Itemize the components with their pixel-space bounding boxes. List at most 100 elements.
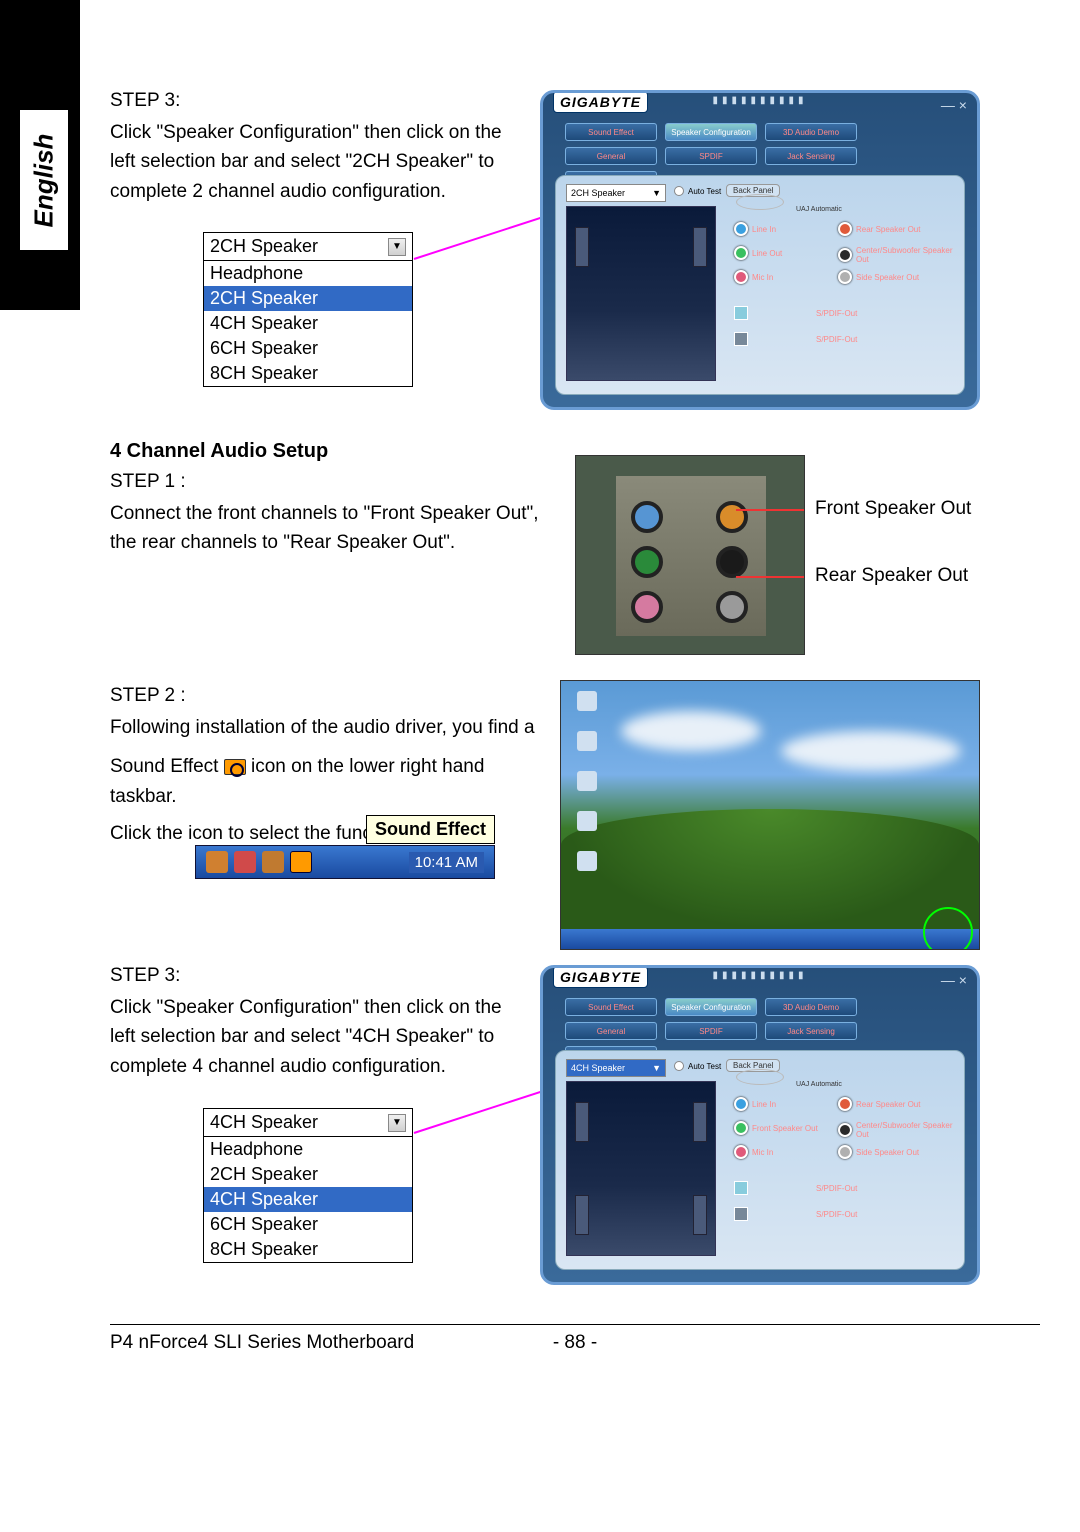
desktop-icon[interactable]: [571, 691, 603, 711]
jack-dot-icon: [838, 1097, 852, 1111]
tab-jack-sensing[interactable]: Jack Sensing: [765, 147, 857, 165]
speaker-icon: [693, 227, 707, 267]
tab-general[interactable]: General: [565, 1022, 657, 1040]
tab-sound-effect[interactable]: Sound Effect: [565, 123, 657, 141]
jack-frontout: Front Speaker Out: [734, 1121, 818, 1135]
spdif-icon: [734, 1181, 748, 1195]
uaj-oval: [736, 194, 784, 210]
tab-3d-audio[interactable]: 3D Audio Demo: [765, 123, 857, 141]
speaker-select[interactable]: 4CH Speaker ▼: [566, 1059, 666, 1077]
dropdown-opt[interactable]: 6CH Speaker: [204, 336, 412, 361]
speaker-select-value: 4CH Speaker: [571, 1063, 625, 1073]
dropdown-opt[interactable]: 4CH Speaker: [204, 311, 412, 336]
panel-body: 4CH Speaker ▼ Auto Test Back Panel UAJ A…: [555, 1050, 965, 1270]
tab-jack-sensing[interactable]: Jack Sensing: [765, 1022, 857, 1040]
jack-center: Center/Subwoofer Speaker Out: [838, 246, 966, 264]
photo-jack-icon: [716, 501, 748, 533]
desktop-screenshot: [560, 680, 980, 950]
jack-rear: Rear Speaker Out: [838, 222, 966, 236]
jack-dot-icon: [838, 222, 852, 236]
jack-linein: Line In: [734, 222, 818, 236]
step3-4ch-text: Click "Speaker Configuration" then click…: [110, 993, 510, 1081]
tray-highlight-circle-icon: [923, 907, 973, 950]
tray-icon[interactable]: [234, 851, 256, 873]
gigabyte-logo: GIGABYTE: [553, 91, 648, 113]
gigabyte-panel-2ch: ▮▮▮▮▮▮▮▮▮▮ — × GIGABYTE Sound Effect Spe…: [540, 90, 980, 410]
autotest-label: Auto Test: [688, 1062, 721, 1071]
dropdown-4ch-value: 4CH Speaker: [210, 1112, 318, 1133]
jack-center: Center/Subwoofer Speaker Out: [838, 1121, 966, 1139]
speaker-select[interactable]: 2CH Speaker ▼: [566, 184, 666, 202]
photo-jack-icon: [631, 546, 663, 578]
tab-general[interactable]: General: [565, 147, 657, 165]
dropdown-opt[interactable]: 8CH Speaker: [204, 1237, 412, 1262]
close-icon[interactable]: — ×: [941, 97, 967, 113]
step2-line1: Following installation of the audio driv…: [110, 713, 550, 742]
tab-spdif[interactable]: SPDIF: [665, 147, 757, 165]
close-icon[interactable]: — ×: [941, 972, 967, 988]
jack-side: Side Speaker Out: [838, 270, 966, 284]
sound-effect-tray-icon[interactable]: [290, 851, 312, 873]
tab-speaker-config[interactable]: Speaker Configuration: [665, 998, 757, 1016]
photo-jack-icon: [631, 591, 663, 623]
chevron-down-icon[interactable]: ▼: [388, 1114, 406, 1132]
spdif-out-2: S/PDIF-Out: [734, 1207, 882, 1221]
desktop-icon[interactable]: [571, 851, 603, 871]
dropdown-4ch[interactable]: 4CH Speaker ▼ Headphone 2CH Speaker 4CH …: [203, 1108, 413, 1263]
tab-spdif[interactable]: SPDIF: [665, 1022, 757, 1040]
tray-icon[interactable]: [262, 851, 284, 873]
chevron-down-icon: ▼: [652, 1063, 661, 1073]
room-graphic: [566, 206, 716, 381]
tooltip-sound-effect: Sound Effect: [366, 815, 495, 844]
jack-dot-icon: [838, 1123, 852, 1137]
dropdown-opt[interactable]: 2CH Speaker: [204, 286, 412, 311]
spdif-icon: [734, 332, 748, 346]
tray-time: 10:41 AM: [409, 852, 484, 873]
jack-dot-icon: [734, 222, 748, 236]
footer: P4 nForce4 SLI Series Motherboard - 88 -: [110, 1332, 1040, 1354]
step1-text: Connect the front channels to "Front Spe…: [110, 499, 550, 558]
radio-icon: [674, 186, 684, 196]
jack-dot-icon: [734, 246, 748, 260]
tab-sound-effect[interactable]: Sound Effect: [565, 998, 657, 1016]
dropdown-opt[interactable]: Headphone: [204, 261, 412, 286]
cloud-icon: [621, 711, 761, 751]
speaker-icon: [693, 1102, 707, 1142]
desktop-icon[interactable]: [571, 731, 603, 751]
dropdown-opt[interactable]: Headphone: [204, 1137, 412, 1162]
dropdown-opt[interactable]: 4CH Speaker: [204, 1187, 412, 1212]
dropdown-2ch[interactable]: 2CH Speaker ▼ Headphone 2CH Speaker 4CH …: [203, 232, 413, 387]
dropdown-opt[interactable]: 8CH Speaker: [204, 361, 412, 386]
autotest[interactable]: Auto Test: [674, 186, 721, 196]
callout-line: [736, 576, 805, 578]
chevron-down-icon[interactable]: ▼: [388, 238, 406, 256]
page-number: - 88 -: [553, 1332, 597, 1354]
dropdown-opt[interactable]: 2CH Speaker: [204, 1162, 412, 1187]
autotest-label: Auto Test: [688, 187, 721, 196]
hill-icon: [561, 809, 979, 929]
dropdown-4ch-selected[interactable]: 4CH Speaker ▼: [204, 1109, 412, 1137]
radio-icon: [674, 1061, 684, 1071]
speaker-icon: [575, 1195, 589, 1235]
taskbar: 10:41 AM: [195, 845, 495, 879]
language-tab: English: [20, 110, 68, 250]
spdif-icon: [734, 306, 748, 320]
dropdown-2ch-value: 2CH Speaker: [210, 236, 318, 257]
desktop-icon[interactable]: [571, 771, 603, 791]
photo-jack-icon: [716, 546, 748, 578]
uaj-label: UAJ Automatic: [796, 1081, 842, 1088]
tab-speaker-config[interactable]: Speaker Configuration: [665, 123, 757, 141]
tray-icon[interactable]: [206, 851, 228, 873]
speaker-select-value: 2CH Speaker: [571, 188, 625, 198]
jack-dot-icon: [838, 248, 852, 262]
jack-side: Side Speaker Out: [838, 1145, 966, 1159]
panel-grip-icon: ▮▮▮▮▮▮▮▮▮▮: [712, 95, 807, 106]
autotest[interactable]: Auto Test: [674, 1061, 721, 1071]
dropdown-opt[interactable]: 6CH Speaker: [204, 1212, 412, 1237]
dropdown-2ch-selected[interactable]: 2CH Speaker ▼: [204, 233, 412, 261]
tab-3d-audio[interactable]: 3D Audio Demo: [765, 998, 857, 1016]
jack-dot-icon: [734, 270, 748, 284]
desktop-icon[interactable]: [571, 811, 603, 831]
photo-jack-icon: [631, 501, 663, 533]
spdif-out-2: S/PDIF-Out: [734, 332, 882, 346]
